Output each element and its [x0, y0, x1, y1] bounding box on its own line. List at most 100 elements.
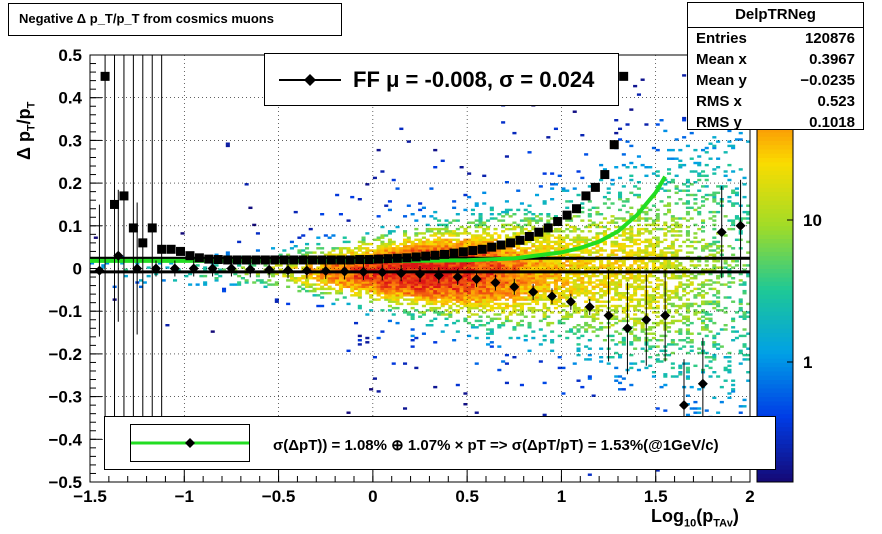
y-tick-label: 0.5 — [58, 46, 82, 65]
sigma-marker — [270, 255, 280, 265]
mean-marker — [396, 268, 407, 279]
mean-marker — [603, 310, 614, 321]
mean-marker — [509, 281, 520, 292]
sigma-marker — [355, 255, 365, 265]
sigma-marker — [402, 253, 412, 263]
plot-title-text: Negative Δ p_T/p_T from cosmics muons — [19, 11, 274, 26]
y-axis-label: Δ pT/pT — [14, 101, 38, 160]
sigma-marker — [421, 251, 431, 261]
sigma-marker — [147, 223, 157, 233]
sigma-marker — [100, 71, 110, 81]
stats-row-mean-x: Mean x 0.3967 — [688, 49, 863, 70]
data-series — [90, 55, 750, 461]
stats-box: DelpTRNeg Entries 120876 Mean x 0.3967 Mea… — [687, 2, 864, 133]
sigma-marker — [440, 249, 450, 259]
legend-ff: FF μ = -0.008, σ = 0.024 — [264, 53, 619, 106]
mean-marker — [245, 264, 256, 275]
palette-tick-label: 10 — [803, 211, 822, 230]
stats-name: DelpTRNeg — [688, 3, 863, 28]
sigma-marker — [213, 255, 223, 265]
stats-row-rms-y: RMS y 0.1018 — [688, 112, 863, 133]
x-tick-label: −0.5 — [262, 487, 296, 506]
sigma-marker — [449, 248, 459, 258]
sigma-marker — [609, 140, 619, 150]
legend-ff-label: FF μ = -0.008, σ = 0.024 — [353, 67, 595, 92]
sigma-marker — [279, 255, 289, 265]
sigma-marker — [336, 255, 346, 265]
x-tick-label: 0 — [368, 487, 377, 506]
sigma-marker — [232, 255, 242, 265]
mean-marker — [113, 250, 124, 261]
stats-row-mean-y: Mean y −0.0235 — [688, 70, 863, 91]
sigma-marker — [590, 182, 600, 192]
plot-title: Negative Δ p_T/p_T from cosmics muons — [8, 3, 342, 36]
x-tick-label: −1 — [175, 487, 194, 506]
x-tick-label: 2 — [745, 487, 754, 506]
sigma-marker — [562, 210, 572, 220]
x-tick-label: 1 — [557, 487, 566, 506]
mean-marker — [452, 272, 463, 283]
stats-label: Mean x — [696, 51, 747, 68]
sigma-marker — [364, 255, 374, 265]
sigma-marker — [138, 238, 148, 248]
y-tick-label: −0.2 — [48, 345, 82, 364]
stats-label: RMS y — [696, 114, 742, 131]
y-tick-label: −0.4 — [48, 430, 82, 449]
mean-marker — [716, 227, 727, 238]
sigma-marker — [524, 231, 534, 241]
sigma-marker — [317, 255, 327, 265]
sigma-marker — [430, 250, 440, 260]
sigma-marker — [458, 247, 468, 257]
stats-value: −0.0235 — [800, 72, 855, 89]
sigma-marker — [600, 170, 610, 180]
stats-value: 0.1018 — [809, 114, 855, 131]
y-tick-label: −0.5 — [48, 473, 82, 492]
sigma-marker — [119, 191, 129, 201]
mean-marker — [339, 266, 350, 277]
sigma-marker — [515, 235, 525, 245]
mean-marker — [735, 220, 746, 231]
legend-fit-label: σ(ΔpT)) = 1.08% ⊕ 1.07% × pT => σ(ΔpT/pT… — [273, 437, 719, 454]
sigma-marker — [194, 253, 204, 263]
y-tick-label: 0.3 — [58, 131, 82, 150]
mean-marker — [301, 265, 312, 276]
mean-marker — [188, 263, 199, 274]
mean-marker — [471, 274, 482, 285]
sigma-marker — [128, 223, 138, 233]
sigma-marker — [411, 252, 421, 262]
sigma-marker — [619, 71, 629, 81]
y-tick-label: 0.1 — [58, 217, 82, 236]
axes: −1.5 −1 −0.5 0 0.5 1 1.5 2 −0.5 −0.4 −0.3 −0.2 −0.1 0… — [48, 46, 754, 506]
sigma-marker — [506, 238, 516, 248]
mean-marker — [490, 277, 501, 288]
mean-marker — [622, 323, 633, 334]
stats-label: Entries — [696, 30, 747, 47]
sigma-marker — [166, 244, 176, 254]
y-tick-label: 0.4 — [58, 89, 82, 108]
sigma-marker — [392, 253, 402, 263]
stats-label: Mean y — [696, 72, 747, 89]
stats-row-entries: Entries 120876 — [688, 28, 863, 49]
sigma-marker — [110, 199, 120, 209]
mean-marker — [697, 378, 708, 389]
mean-marker — [264, 264, 275, 275]
stats-value: 120876 — [804, 30, 855, 47]
legend-ff-marker — [279, 74, 341, 86]
mean-marker — [377, 267, 388, 278]
x-tick-label: −1.5 — [73, 487, 107, 506]
sigma-marker — [176, 246, 186, 256]
legend-fit-marker — [130, 424, 250, 462]
sigma-marker — [572, 204, 582, 214]
x-axis-label: Log10(pTAv) — [651, 506, 739, 530]
legend-fit: σ(ΔpT)) = 1.08% ⊕ 1.07% × pT => σ(ΔpT/pT… — [104, 416, 776, 470]
sigma-marker — [223, 255, 233, 265]
sigma-marker — [157, 244, 167, 254]
sigma-marker — [289, 255, 299, 265]
sigma-marker — [326, 255, 336, 265]
sigma-marker — [260, 255, 270, 265]
sigma-marker — [345, 255, 355, 265]
mean-marker — [226, 263, 237, 274]
sigma-marker — [374, 254, 384, 264]
sigma-marker — [298, 255, 308, 265]
stats-value: 0.3967 — [809, 51, 855, 68]
